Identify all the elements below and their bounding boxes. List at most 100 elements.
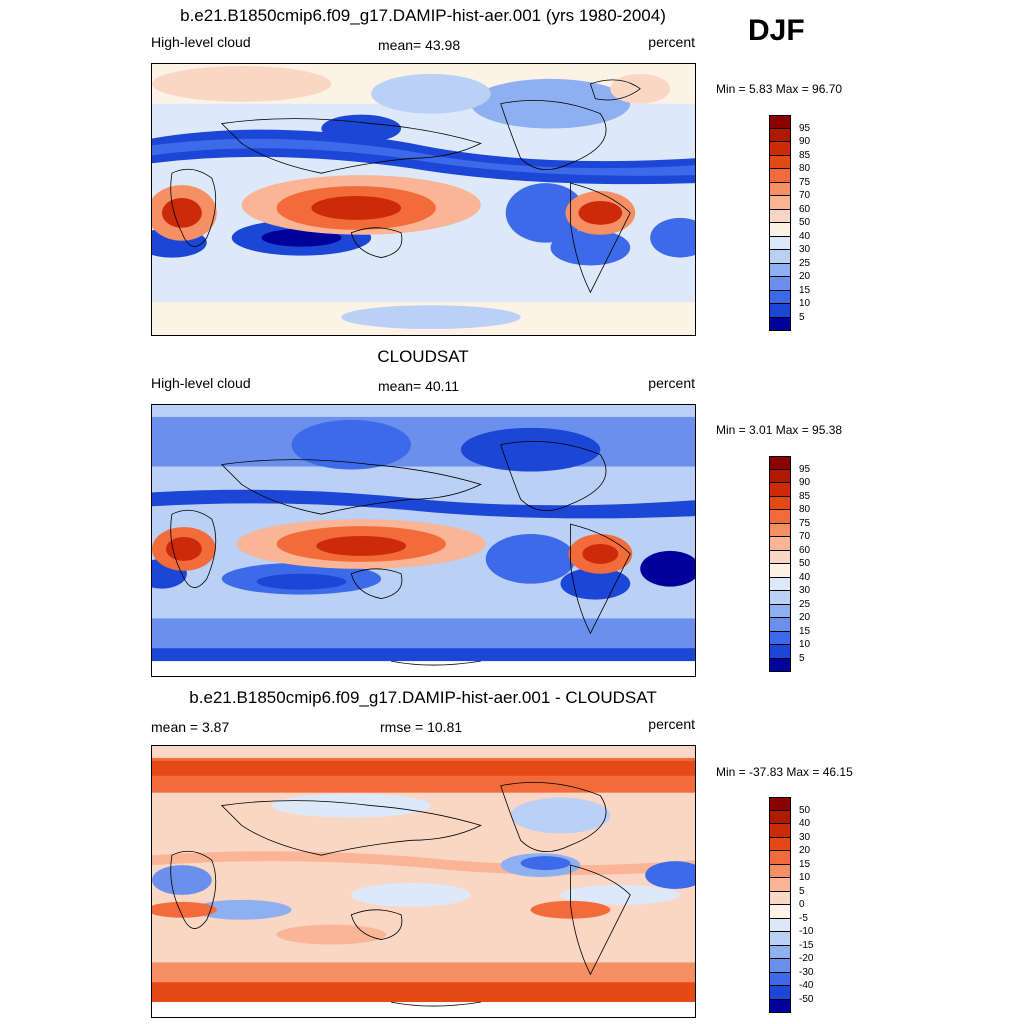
panel-1-colorbar-tick-label: 30: [799, 244, 811, 255]
panel-3-colorbar-tick-label: -40: [799, 980, 814, 991]
panel-1-colorbar-swatch: [769, 142, 791, 156]
panel-3-colorbar-swatch: [769, 959, 791, 973]
panel-1-colorbar-swatch: [769, 263, 791, 277]
panel-1-colorbar-swatch: [769, 223, 791, 237]
panel-1-colorbar-swatch: [769, 277, 791, 291]
panel-1-colorbar-tick-label: 90: [799, 136, 811, 147]
panel-3-colorbar-swatch: [769, 945, 791, 959]
panel-1-colorbar-tick-label: 15: [799, 284, 811, 296]
panel-2-colorbar-swatch: [769, 496, 791, 510]
panel-1-colorbar-tick-label: 75: [799, 176, 811, 188]
panel-3-colorbar-tick-label: -10: [799, 926, 814, 937]
panel-2-colorbar-swatch: [769, 564, 791, 578]
panel-1-colorbar-tick-label: 5: [799, 311, 805, 323]
panel-2-mean-label: mean= 40.11: [378, 378, 460, 394]
panel-3-colorbar-swatch: [769, 878, 791, 892]
panel-1-colorbar-tick-label: 10: [799, 298, 811, 309]
panel-3-colorbar-tick-label: -5: [799, 912, 808, 924]
panel-2-left-label: High-level cloud: [151, 375, 251, 391]
panel-3-colorbar-tick-label: 10: [799, 872, 811, 883]
panel-3-colorbar-swatch: [769, 797, 791, 811]
panel-3-colorbar-swatch: [769, 932, 791, 946]
panel-3-colorbar-tick-label: -20: [799, 953, 814, 964]
panel-2-colorbar-tick-label: 25: [799, 598, 811, 610]
panel-3-colorbar-tick-label: 15: [799, 858, 811, 870]
panel-2-colorbar-swatch: [769, 469, 791, 483]
panel-2-colorbar-swatch: [769, 658, 791, 672]
panel-1-colorbar-tick-label: 70: [799, 190, 811, 201]
panel-1-mean-label: mean= 43.98: [378, 37, 461, 53]
panel-3-minmax: Min = -37.83 Max = 46.15: [716, 765, 853, 779]
panel-1-colorbar-tick-label: 50: [799, 217, 811, 228]
panel-3-colorbar-swatch: [769, 864, 791, 878]
panel-1-colorbar-swatch: [769, 182, 791, 196]
panel-1-map: [151, 63, 696, 336]
panel-2-minmax: Min = 3.01 Max = 95.38: [716, 423, 843, 437]
panel-3-colorbar-swatch: [769, 905, 791, 919]
panel-1-colorbar-swatch: [769, 304, 791, 318]
panel-3-units-label: percent: [648, 716, 695, 732]
panel-3-colorbar-swatch: [769, 810, 791, 824]
panel-2-colorbar-tick-label: 20: [799, 612, 811, 623]
panel-2-colorbar-tick-label: 15: [799, 625, 811, 637]
panel-2-colorbar-swatch: [769, 618, 791, 632]
panel-2-colorbar-tick-label: 80: [799, 504, 811, 515]
panel-3-colorbar-tick-label: -30: [799, 966, 814, 978]
panel-1-colorbar-swatch: [769, 250, 791, 264]
panel-3-colorbar-tick-label: 50: [799, 804, 811, 816]
panel-1-colorbar-swatch: [769, 290, 791, 304]
panel-2-colorbar-tick-label: 50: [799, 558, 811, 569]
panel-2-colorbar-swatch: [769, 523, 791, 537]
season-label: DJF: [748, 14, 805, 47]
panel-2-colorbar-swatch: [769, 510, 791, 524]
panel-3-colorbar-swatch: [769, 824, 791, 838]
panel-3-colorbar-swatch: [769, 986, 791, 1000]
panel-3-colorbar-tick-label: -50: [799, 993, 814, 1005]
panel-2-colorbar-tick-label: 30: [799, 585, 811, 596]
panel-1-colorbar-swatch: [769, 155, 791, 169]
panel-3-rmse-label: rmse = 10.81: [380, 719, 463, 735]
panel-1-left-label: High-level cloud: [151, 34, 251, 50]
panel-2-colorbar-tick-label: 75: [799, 517, 811, 529]
panel-1-colorbar-swatch: [769, 236, 791, 250]
panel-3-colorbar-tick-label: 20: [799, 845, 811, 856]
panel-1-colorbar-swatch: [769, 169, 791, 183]
panel-3-map: [151, 745, 696, 1018]
panel-1-colorbar-tick-label: 25: [799, 257, 811, 269]
panel-2-colorbar-swatch: [769, 591, 791, 605]
panel-3-colorbar-swatch: [769, 891, 791, 905]
panel-1-colorbar-tick-label: 95: [799, 122, 811, 134]
panel-2-map: [151, 404, 696, 677]
panel-3-colorbar-tick-label: 5: [799, 885, 805, 897]
panel-2-colorbar-tick-label: 40: [799, 571, 811, 583]
panel-3-colorbar-swatch: [769, 851, 791, 865]
panel-2-colorbar-swatch: [769, 631, 791, 645]
panel-1-title: b.e21.B1850cmip6.f09_g17.DAMIP-hist-aer.…: [180, 6, 666, 25]
panel-2-colorbar-swatch: [769, 483, 791, 497]
panel-2-colorbar-tick-label: 85: [799, 490, 811, 502]
panel-1-colorbar-swatch: [769, 115, 791, 129]
panel-2-colorbar-swatch: [769, 537, 791, 551]
panel-1-colorbar-tick-label: 20: [799, 271, 811, 282]
panel-2-colorbar-tick-label: 95: [799, 463, 811, 475]
panel-2-colorbar-swatch: [769, 577, 791, 591]
panel-1-colorbar-swatch: [769, 209, 791, 223]
panel-1-colorbar-tick-label: 80: [799, 163, 811, 174]
panel-1-colorbar-tick-label: 40: [799, 230, 811, 242]
panel-1-colorbar-tick-label: 60: [799, 203, 811, 215]
panel-2-colorbar-tick-label: 70: [799, 531, 811, 542]
panel-1-colorbar-swatch: [769, 196, 791, 210]
panel-2-colorbar-tick-label: 90: [799, 477, 811, 488]
panel-2-colorbar-swatch: [769, 456, 791, 470]
panel-2-colorbar-swatch: [769, 550, 791, 564]
panel-2-colorbar-tick-label: 10: [799, 639, 811, 650]
panel-3-colorbar-swatch: [769, 837, 791, 851]
panel-2-title: CLOUDSAT: [377, 347, 469, 366]
panel-2-colorbar-tick-label: 5: [799, 652, 805, 664]
panel-3-colorbar-swatch: [769, 999, 791, 1013]
panel-1-colorbar-swatch: [769, 128, 791, 142]
panel-3-mean-label: mean = 3.87: [151, 719, 230, 735]
panel-1-colorbar-swatch: [769, 317, 791, 331]
panel-2-colorbar-swatch: [769, 604, 791, 618]
panel-3-colorbar-swatch: [769, 972, 791, 986]
